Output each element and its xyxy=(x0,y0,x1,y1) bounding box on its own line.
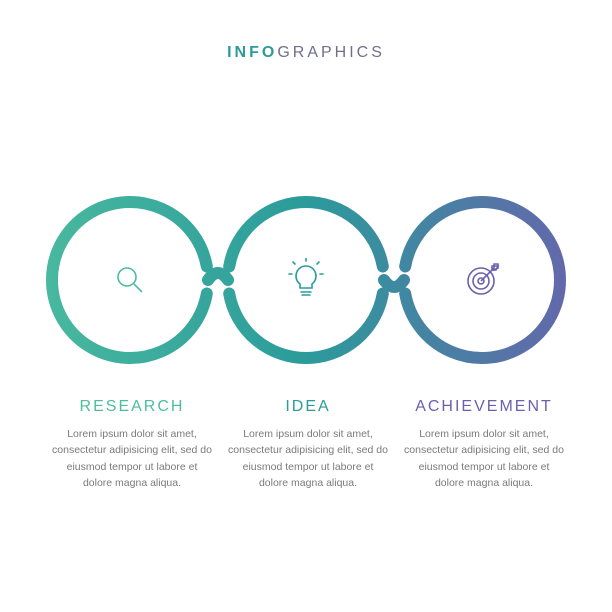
step-column-2: IDEA Lorem ipsum dolor sit amet, consecte… xyxy=(228,398,388,491)
lightbulb-icon xyxy=(282,256,330,304)
rings-container xyxy=(0,190,612,370)
magnifier-icon xyxy=(106,256,154,304)
step-body: Lorem ipsum dolor sit amet, consectetur … xyxy=(228,426,388,491)
step-body: Lorem ipsum dolor sit amet, consectetur … xyxy=(404,426,564,491)
step-column-1: RESEARCH Lorem ipsum dolor sit amet, cons… xyxy=(52,398,212,491)
page-title: INFOGRAPHICS xyxy=(0,0,612,62)
target-icon xyxy=(458,256,506,304)
title-part-1: INFO xyxy=(227,44,277,61)
step-title: IDEA xyxy=(228,398,388,416)
step-body: Lorem ipsum dolor sit amet, consectetur … xyxy=(52,426,212,491)
step-column-3: ACHIEVEMENT Lorem ipsum dolor sit amet, c… xyxy=(404,398,564,491)
step-title: ACHIEVEMENT xyxy=(404,398,564,416)
title-part-2: GRAPHICS xyxy=(277,44,385,61)
step-title: RESEARCH xyxy=(52,398,212,416)
icon-layer xyxy=(0,190,612,370)
text-columns: RESEARCH Lorem ipsum dolor sit amet, cons… xyxy=(52,398,564,491)
